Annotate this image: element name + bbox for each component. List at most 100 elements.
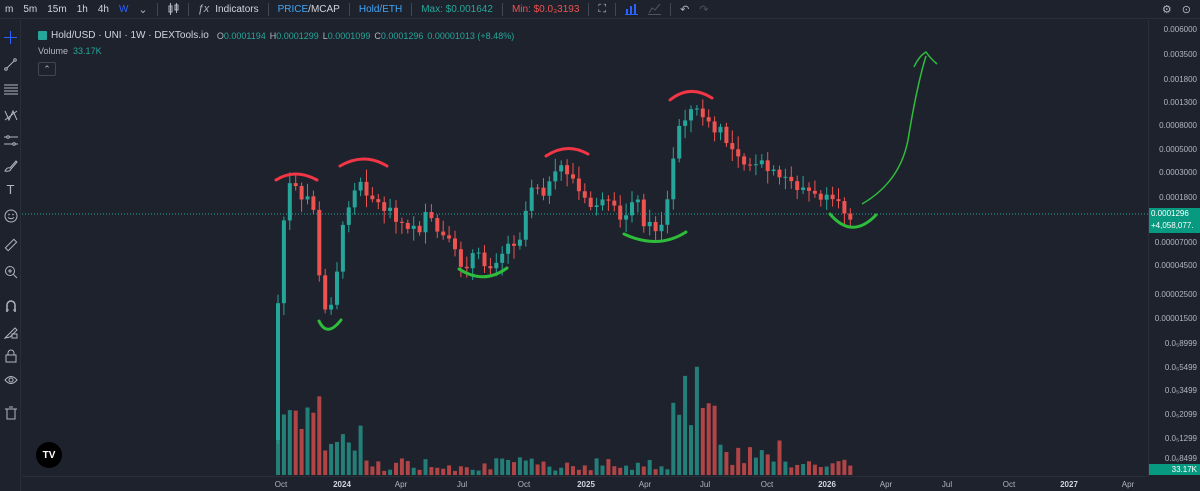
trash-icon[interactable]: [1, 403, 20, 422]
candle-body: [553, 171, 558, 182]
volume-bar: [352, 450, 357, 475]
time-tick: Apr: [638, 480, 652, 489]
text-icon[interactable]: T: [6, 182, 15, 197]
trend-line-icon[interactable]: [1, 55, 20, 74]
candle-body: [712, 121, 717, 133]
candle-body: [742, 156, 747, 165]
candle-body: [529, 187, 534, 211]
price-tick: 0.003500: [1163, 50, 1197, 59]
volume-bar: [624, 465, 629, 475]
toolbar-divider: [670, 2, 672, 16]
candle-body: [594, 205, 599, 207]
volume-bar: [376, 461, 381, 475]
candle-body: [659, 224, 664, 232]
zoom-icon[interactable]: [1, 262, 20, 281]
chevron-up-icon: ⌃: [43, 63, 51, 74]
candles: [276, 99, 853, 445]
candle-body: [647, 221, 652, 227]
candle-body: [423, 212, 428, 233]
candle-body: [394, 207, 398, 222]
candle-body: [494, 262, 499, 269]
interval-4h[interactable]: 4h: [97, 3, 109, 15]
volume-bar: [346, 442, 351, 475]
drawing-toolbar: T: [0, 20, 21, 491]
volume-label: Volume: [38, 46, 69, 56]
candle-body: [777, 169, 782, 178]
candle-body: [370, 195, 375, 200]
volume-bar: [700, 407, 705, 475]
time-tick: 2027: [1060, 480, 1078, 489]
candle-body: [748, 164, 752, 166]
volume-bar: [848, 465, 853, 475]
toolbar-divider: [348, 2, 350, 16]
volume-bar: [323, 450, 328, 475]
candle-body: [340, 224, 345, 272]
candle-body: [765, 160, 770, 172]
candle-body: [848, 213, 853, 220]
price-tick: 0.0₅3499: [1164, 386, 1197, 395]
volume-bar: [576, 469, 581, 475]
volume-bar: [606, 459, 611, 475]
dextools-logo-icon: [38, 31, 47, 40]
volume-bar: [671, 402, 676, 475]
interval-15m[interactable]: 15m: [47, 3, 67, 15]
collapse-legend-button[interactable]: ⌃: [38, 62, 56, 76]
volume-bar: [411, 467, 416, 475]
interval-dropdown-chevron-icon[interactable]: ⌄: [138, 3, 148, 16]
volume-bar: [405, 461, 410, 475]
chart-type-button[interactable]: [643, 0, 666, 19]
volume-bar: [447, 465, 452, 475]
price-axis[interactable]: 0.006000 0.003500 0.001800 0.001300 0.00…: [1148, 20, 1200, 476]
undo-icon[interactable]: ↶: [680, 3, 690, 16]
lock-icon[interactable]: [1, 346, 20, 365]
price-mcap-toggle[interactable]: PRICE /MCAP: [273, 0, 345, 19]
interval-1m[interactable]: m: [5, 3, 14, 15]
measure-lines-icon[interactable]: [1, 131, 20, 150]
min-value: $0.0₃3193: [533, 3, 580, 15]
candle-body: [299, 186, 304, 200]
volume-bar: [689, 425, 693, 475]
symbol-title[interactable]: Hold/USD · UNI · 1W · DEXTools.io: [51, 30, 209, 41]
volume-bar: [588, 470, 593, 475]
pair-toggle[interactable]: Hold/ETH: [358, 3, 403, 15]
camera-icon[interactable]: ⊙: [1181, 4, 1191, 16]
time-axis[interactable]: Oct 2024 Apr Jul Oct 2025 Apr Jul Oct 20…: [22, 476, 1148, 491]
lock-drawing-icon[interactable]: [1, 322, 20, 341]
magnet-icon[interactable]: [1, 296, 20, 315]
settings-icon[interactable]: ⚙: [1161, 4, 1172, 16]
volume-bar: [423, 459, 428, 475]
candle-body: [736, 149, 741, 157]
candle-body: [476, 252, 481, 254]
tradingview-logo-icon[interactable]: TV: [36, 442, 62, 468]
candle-body: [724, 126, 729, 144]
candle-type-button[interactable]: [162, 0, 184, 19]
pattern-icon[interactable]: [1, 106, 20, 125]
interval-5m[interactable]: 5m: [23, 3, 38, 15]
fullscreen-icon[interactable]: ⛶: [598, 2, 607, 15]
price-tick: 0.001300: [1163, 98, 1197, 107]
brush-icon[interactable]: [1, 156, 20, 175]
compare-button[interactable]: [620, 0, 643, 19]
interval-1h[interactable]: 1h: [76, 3, 88, 15]
volume-bar: [453, 470, 457, 475]
candle-body: [588, 197, 593, 207]
indicators-button[interactable]: ƒx Indicators: [193, 0, 264, 19]
volume-bar: [712, 405, 717, 475]
fib-icon[interactable]: [1, 80, 20, 99]
ruler-icon[interactable]: [1, 235, 20, 254]
volume-bar: [641, 466, 646, 475]
volume-bar: [441, 468, 446, 475]
time-tick: 2024: [333, 480, 351, 489]
emoji-icon[interactable]: [1, 206, 20, 225]
candle-body: [335, 271, 339, 305]
volume-bar: [777, 440, 782, 475]
price-chart[interactable]: [22, 20, 1148, 476]
eye-icon[interactable]: [1, 370, 20, 389]
candle-body: [700, 108, 705, 118]
volume-bar: [476, 470, 481, 475]
redo-icon[interactable]: ↷: [699, 3, 709, 16]
volume-bar: [529, 458, 534, 475]
volume-bar: [730, 464, 735, 475]
crosshair-icon[interactable]: [1, 28, 20, 47]
interval-w[interactable]: W: [118, 3, 129, 15]
